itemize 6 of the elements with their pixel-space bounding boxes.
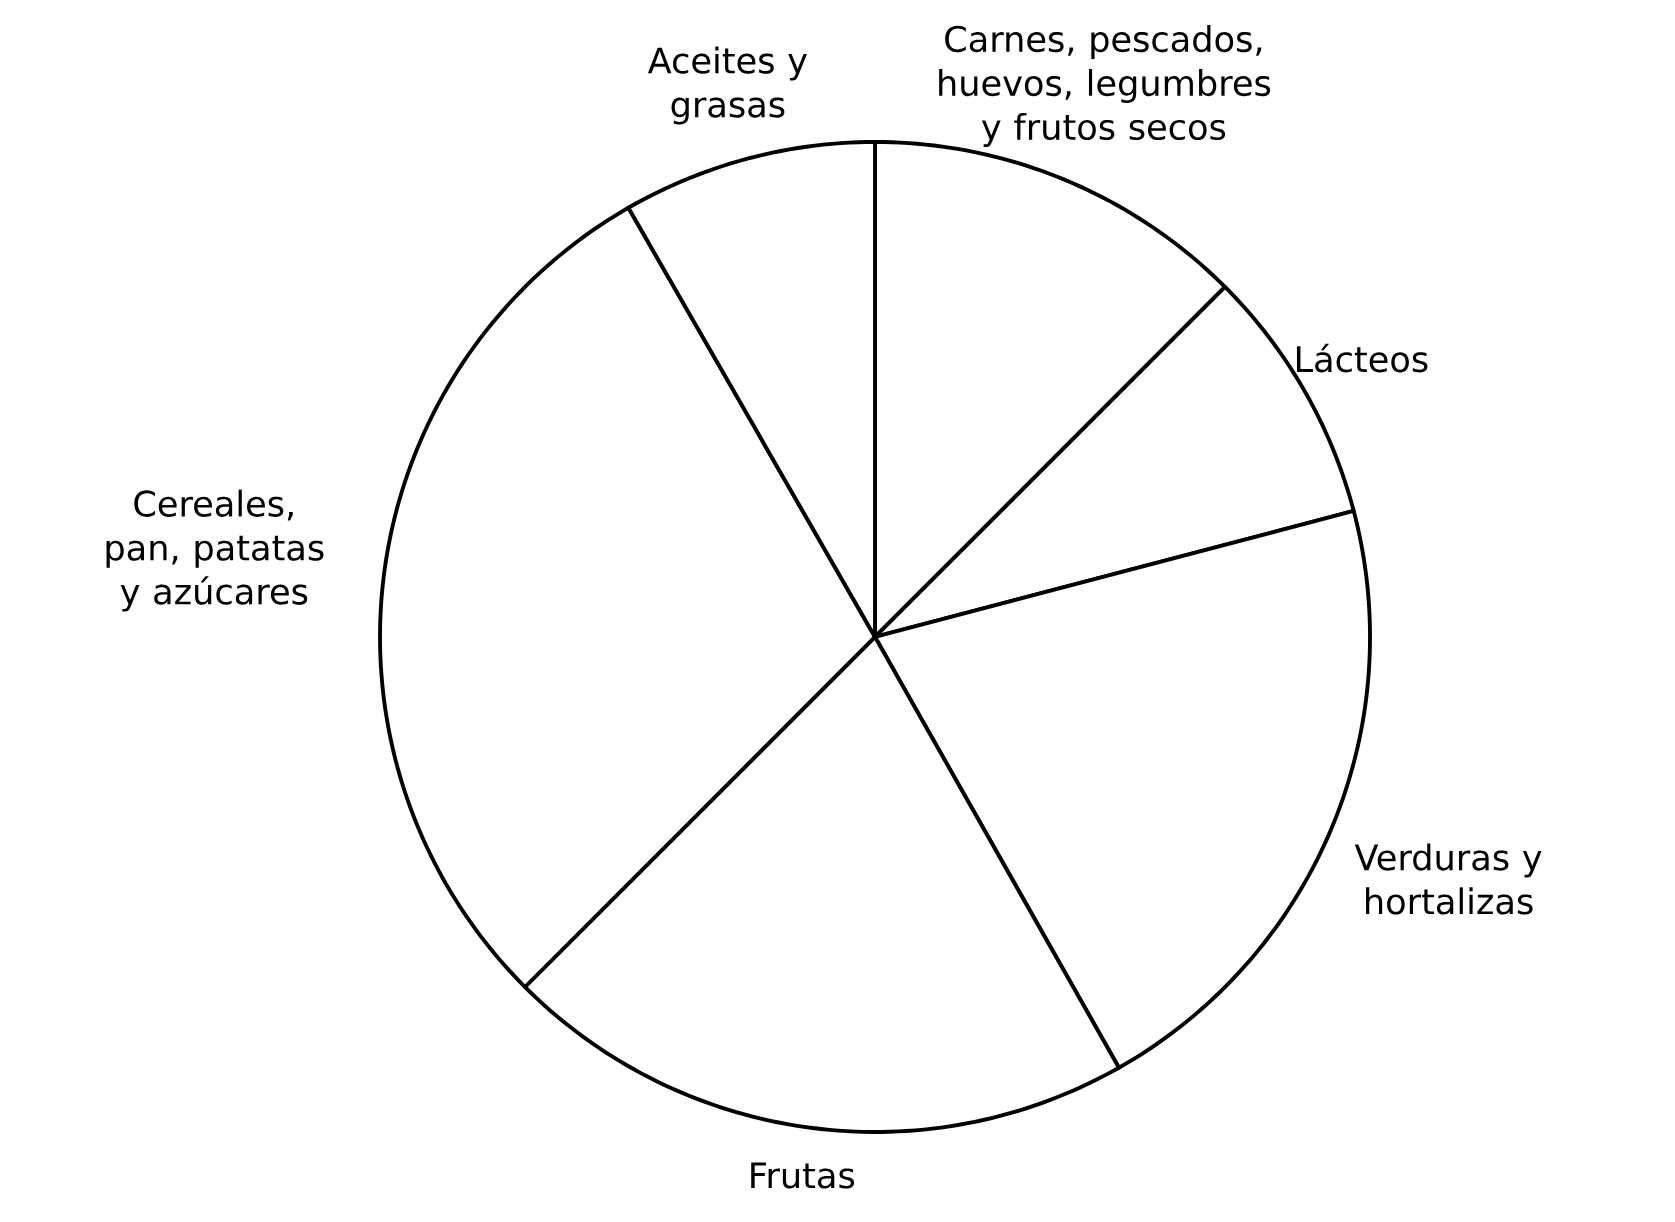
slice-label: Frutas xyxy=(751,1162,855,1189)
slice-label: Carnes, pescados, huevos, legumbres y frutos secos xyxy=(939,25,1271,147)
slice-label: Lácteos xyxy=(1296,343,1428,373)
slice-label: Cereales, pan, patatas y azúcares xyxy=(106,489,324,612)
slice-label: Aceites y grasas xyxy=(647,46,807,125)
slice-label: Verduras y hortalizas xyxy=(1354,843,1542,915)
